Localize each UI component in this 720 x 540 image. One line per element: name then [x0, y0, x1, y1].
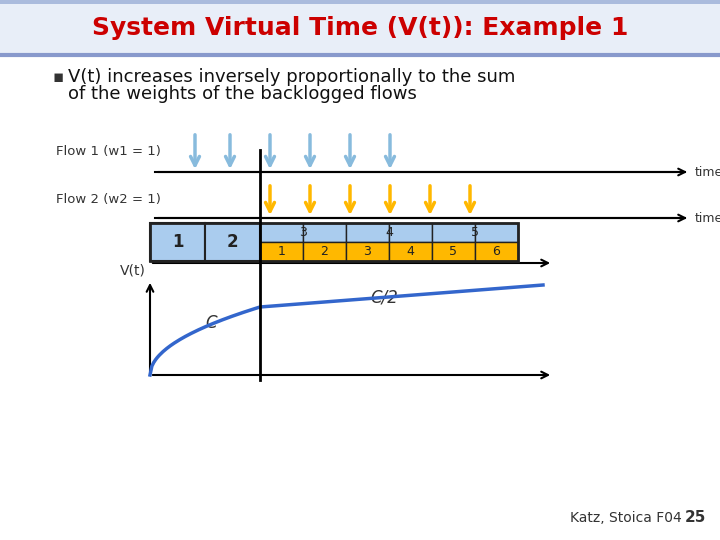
Text: 1: 1 [278, 245, 285, 258]
Bar [303, 223, 346, 242]
Text: time: time [695, 212, 720, 225]
Bar [346, 242, 389, 261]
Text: System Virtual Time (V(t)): Example 1: System Virtual Time (V(t)): Example 1 [92, 16, 628, 39]
Text: 5: 5 [471, 226, 479, 239]
Bar [260, 223, 303, 242]
Text: 2: 2 [227, 233, 238, 251]
Bar [150, 223, 518, 261]
Text: V(t): V(t) [120, 263, 146, 277]
Bar [475, 242, 518, 261]
Text: Katz, Stoica F04: Katz, Stoica F04 [570, 511, 682, 525]
Bar [0, 0, 720, 4]
Bar [389, 223, 432, 242]
Text: 1: 1 [172, 233, 184, 251]
Text: Flow 1 (w1 = 1): Flow 1 (w1 = 1) [56, 145, 161, 159]
Bar [0, 0, 720, 55]
Bar [389, 242, 432, 261]
Bar [150, 223, 205, 261]
Text: 3: 3 [299, 226, 307, 239]
Text: Flow 2 (w2 = 1): Flow 2 (w2 = 1) [56, 193, 161, 206]
Bar [260, 242, 303, 261]
Text: 6: 6 [492, 245, 500, 258]
Text: ▪: ▪ [52, 68, 63, 86]
Text: of the weights of the backlogged flows: of the weights of the backlogged flows [68, 85, 417, 103]
Text: time: time [695, 165, 720, 179]
Text: 3: 3 [364, 245, 372, 258]
Text: C: C [205, 314, 217, 332]
Text: C/2: C/2 [370, 288, 398, 306]
Bar [475, 223, 518, 242]
Text: V(t) increases inversely proportionally to the sum: V(t) increases inversely proportionally … [68, 68, 516, 86]
Text: 4: 4 [385, 226, 393, 239]
Bar [432, 223, 475, 242]
Bar [432, 242, 475, 261]
Text: 25: 25 [685, 510, 706, 525]
Bar [303, 242, 346, 261]
Bar [346, 223, 389, 242]
Bar [205, 223, 260, 261]
Text: 4: 4 [407, 245, 415, 258]
Text: 2: 2 [320, 245, 328, 258]
Text: 5: 5 [449, 245, 457, 258]
